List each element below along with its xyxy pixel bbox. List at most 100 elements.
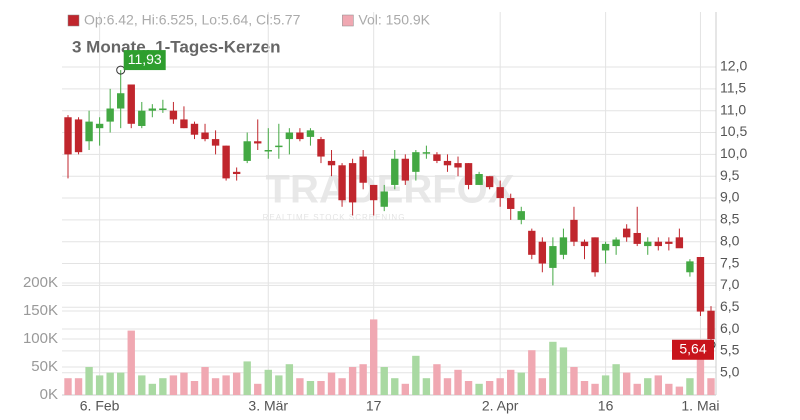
candle-body — [528, 230, 536, 255]
volume-bar — [338, 378, 346, 395]
candle-body — [591, 237, 599, 273]
candle-body — [64, 117, 72, 155]
volume-bar — [106, 372, 114, 395]
candle-body — [127, 84, 135, 124]
candle-body — [74, 119, 83, 153]
watermark: TRADERFOX — [266, 168, 515, 212]
volume-bar — [707, 378, 715, 395]
volume-bar — [433, 364, 441, 395]
volume-bar — [475, 383, 483, 395]
volume-bar — [485, 381, 494, 395]
candle-body — [622, 228, 631, 238]
candle-body — [612, 239, 620, 247]
candle-body — [549, 246, 557, 268]
candle-body — [285, 132, 294, 140]
candle-body — [211, 139, 220, 146]
volume-bar — [359, 364, 367, 395]
y-tick-label: 5,5 — [720, 342, 740, 358]
volume-bar — [64, 378, 72, 395]
volume-bar — [675, 386, 684, 395]
candle-body — [507, 198, 515, 209]
candle-body — [201, 132, 209, 140]
candle-body — [369, 184, 378, 201]
candle-body — [327, 160, 336, 166]
volume-bar — [95, 375, 104, 395]
candle-body — [570, 219, 578, 242]
candle-body — [686, 261, 694, 273]
y-tick-label: 7,5 — [720, 254, 740, 270]
volume-bar — [612, 364, 620, 395]
y-tick-label: 8,0 — [720, 232, 740, 248]
annotation-label: 5,64 — [679, 340, 706, 356]
volume-bar — [243, 361, 251, 395]
candle-body — [117, 93, 125, 109]
candle-body — [106, 108, 114, 122]
y-tick-label: 8,5 — [720, 211, 740, 227]
volume-bar — [412, 355, 420, 395]
y-tick-label: 11,5 — [720, 80, 746, 96]
candle-body — [138, 110, 146, 126]
volume-bar — [317, 381, 325, 395]
candle-body — [601, 243, 610, 251]
volume-bar — [85, 367, 93, 395]
candle-body — [633, 232, 641, 244]
candle-body — [180, 119, 188, 129]
volume-bar — [296, 378, 304, 395]
volume-bar — [327, 372, 336, 395]
volume-bar — [601, 375, 610, 395]
candle-body — [559, 237, 568, 255]
candle-body — [496, 187, 504, 199]
candle-body — [580, 241, 589, 247]
volume-bar — [559, 347, 568, 395]
volume-bar — [454, 369, 462, 395]
candle-body — [296, 132, 304, 140]
volume-bar — [74, 378, 83, 395]
candle-body — [454, 163, 462, 168]
annotation-box — [672, 339, 714, 360]
volume-bar — [401, 383, 410, 395]
candle-body — [359, 156, 367, 183]
volume-bar — [633, 383, 641, 395]
volume-bar — [369, 319, 378, 395]
volume-bar — [422, 378, 431, 395]
candle-body — [317, 139, 325, 157]
candle-body — [348, 163, 357, 203]
volume-bar — [180, 372, 188, 395]
candle-body — [412, 152, 420, 172]
volume-bar — [138, 375, 146, 395]
annotation-label: 11,93 — [128, 51, 162, 67]
volume-bar — [211, 378, 220, 395]
candle-body — [243, 141, 251, 161]
x-tick-label: 2. Apr — [482, 398, 519, 414]
volume-bar — [580, 381, 589, 395]
candle-body — [433, 154, 441, 161]
candle-body — [85, 121, 93, 142]
volume-bar — [496, 378, 504, 395]
y2-tick-label: 50K — [31, 358, 58, 375]
legend-label: Op:6.42, Hi:6.525, Lo:5.64, Cl:5.77 — [84, 12, 301, 28]
y-tick-label: 11,0 — [720, 101, 746, 117]
candle-body — [464, 163, 473, 185]
x-tick-label: 1. Mai — [681, 398, 719, 414]
chart-subtitle: 3 Monate, 1-Tages-Kerzen — [72, 37, 280, 56]
volume-bar — [285, 364, 294, 395]
candle-body — [696, 256, 705, 312]
y-tick-label: 5,0 — [720, 363, 740, 379]
candle-body — [538, 241, 547, 264]
volume-bar — [348, 367, 357, 395]
volume-bar — [232, 372, 241, 395]
volume-bar — [169, 375, 178, 395]
x-tick-label: 17 — [366, 398, 382, 414]
volume-bar — [264, 369, 272, 395]
candle-body — [222, 145, 230, 179]
annotation-box — [123, 50, 166, 71]
volume-bar — [622, 372, 631, 395]
candle-body — [338, 165, 346, 201]
y-tick-label: 6,5 — [720, 298, 740, 314]
volume-bar — [528, 350, 536, 395]
volume-bar — [159, 378, 167, 395]
candle-body — [95, 123, 104, 129]
volume-bar — [222, 375, 230, 395]
candle-body — [254, 141, 262, 144]
